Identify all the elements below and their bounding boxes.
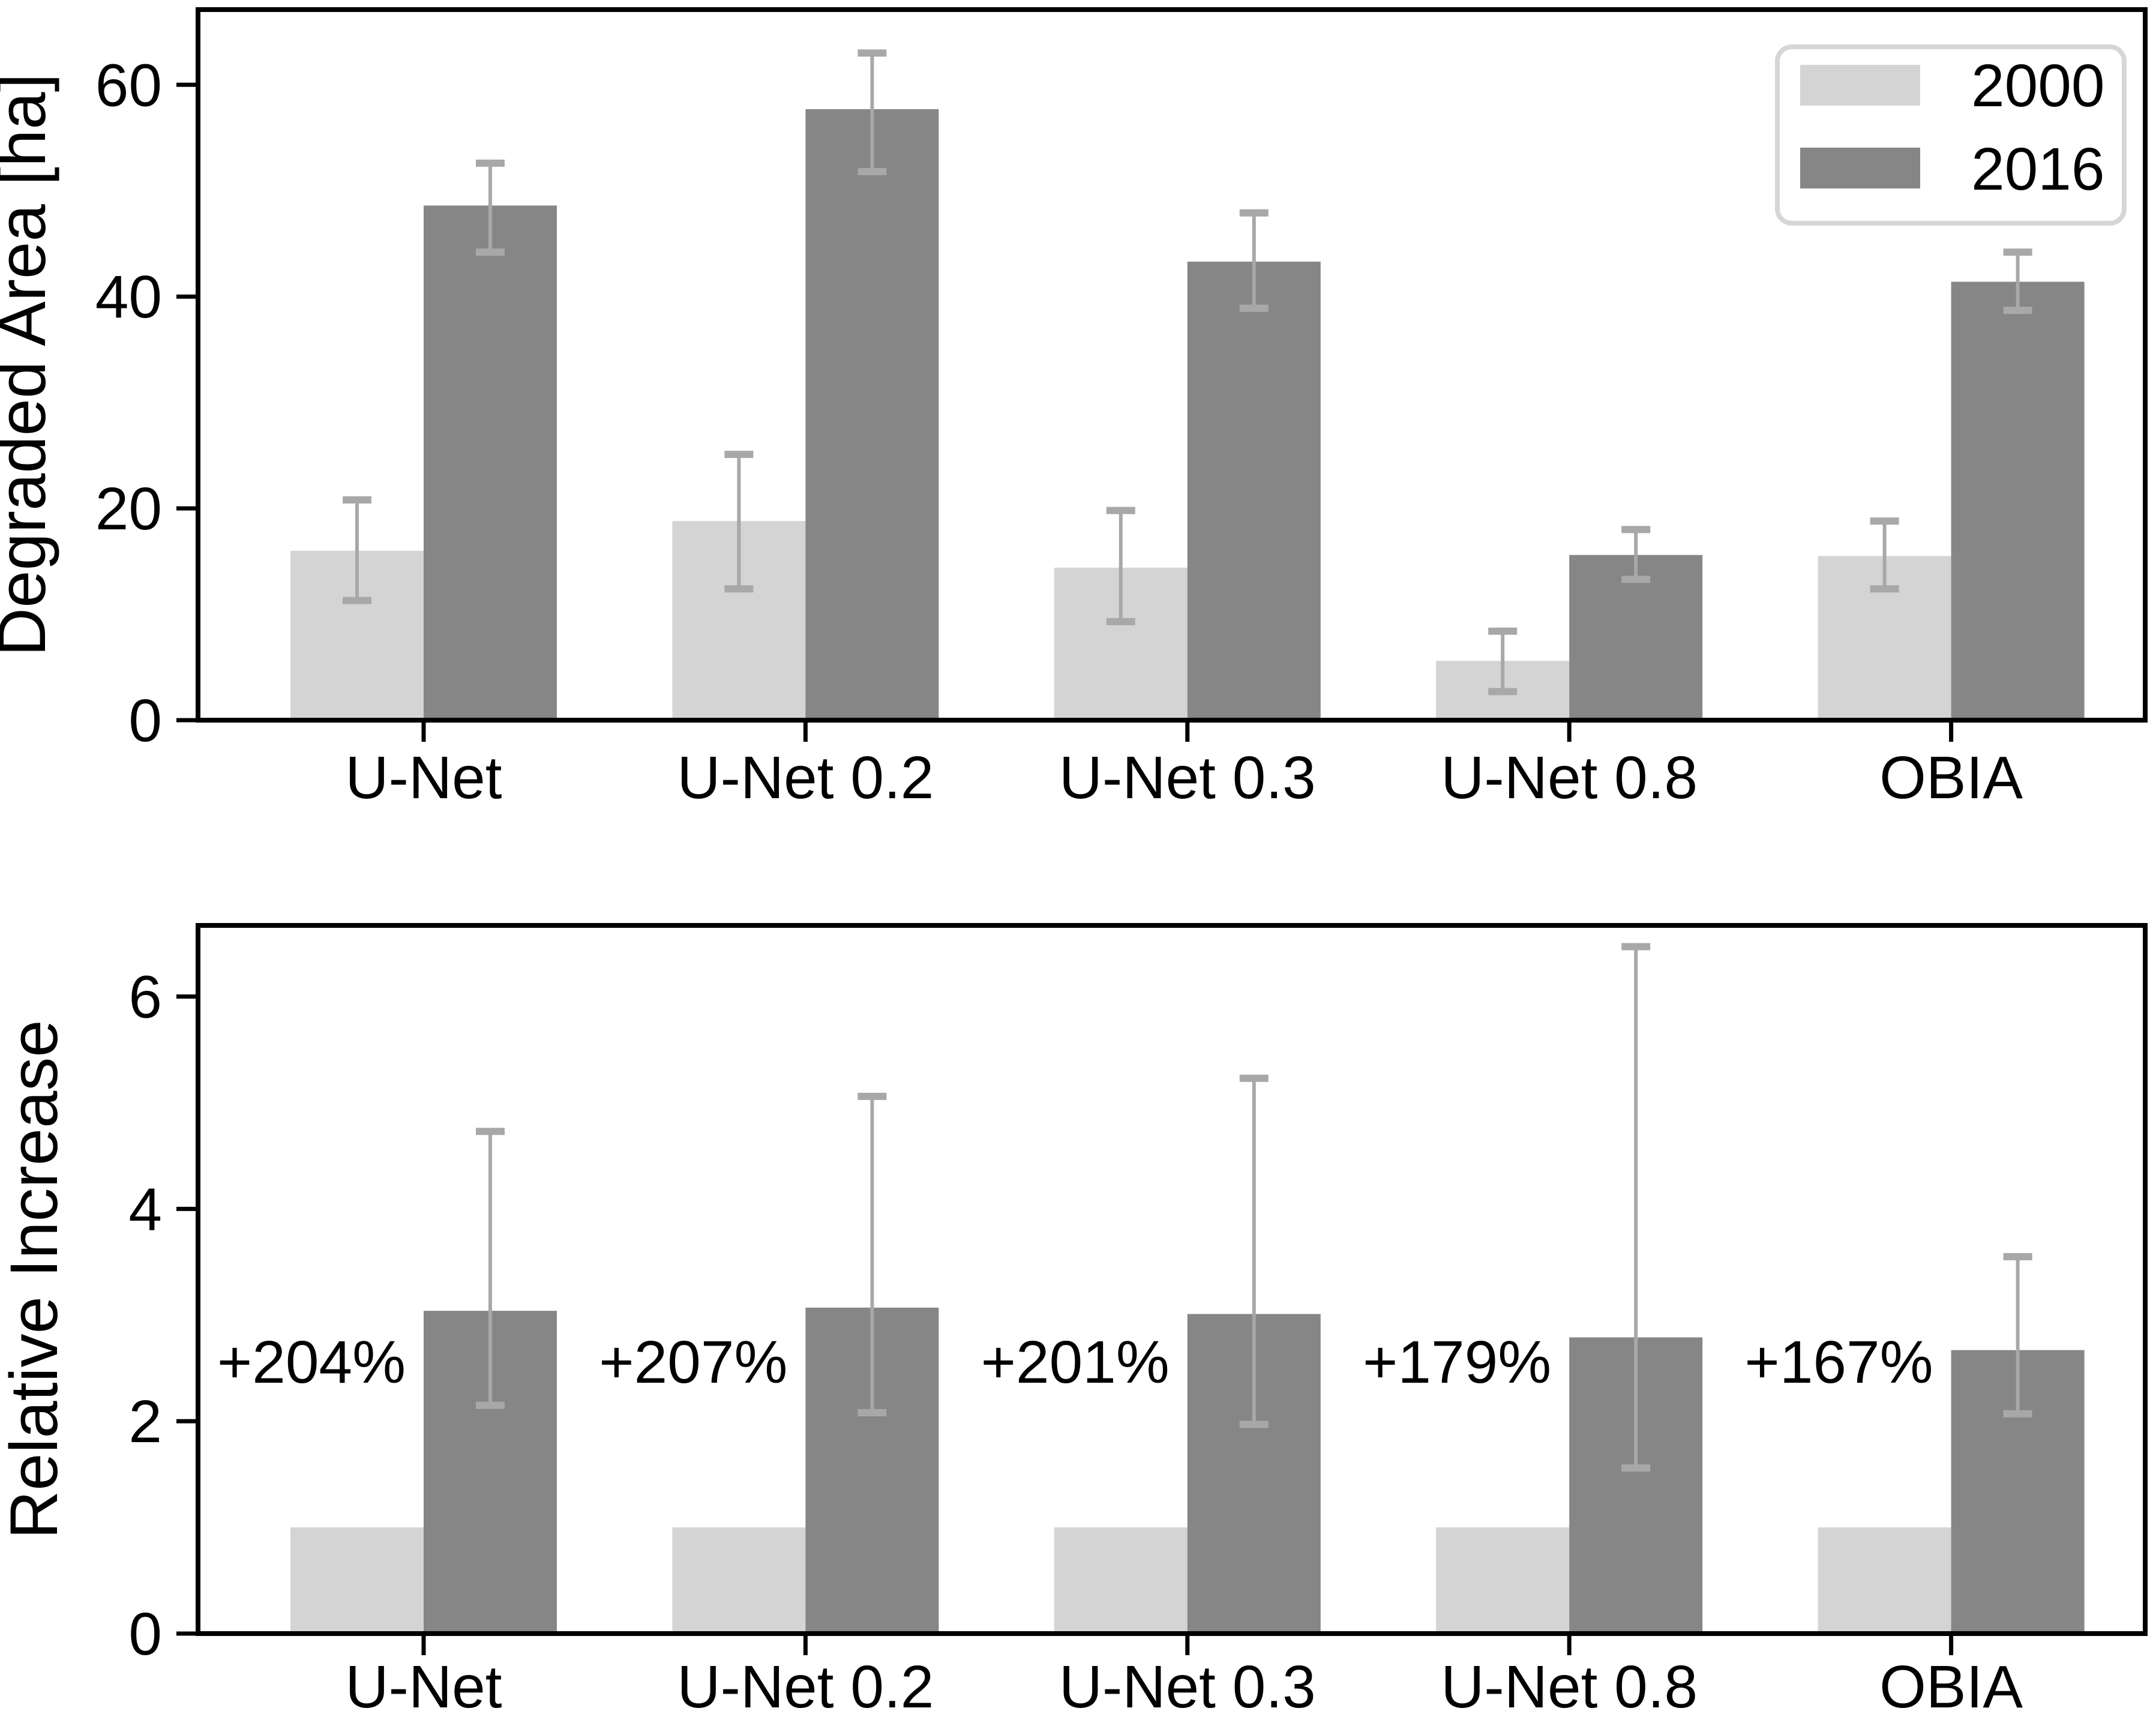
error-bar-2016-U-Net 0.8 <box>1621 526 1651 583</box>
error-bar-2016-OBIA <box>2003 1252 2032 1418</box>
bar-2000-U-Net 0.3 <box>1054 1527 1188 1634</box>
error-bar-2016-U-Net 0.3 <box>1239 1074 1269 1428</box>
axes-box <box>196 7 2148 723</box>
y-tick-label: 0 <box>128 1601 162 1668</box>
y-tick-label: 40 <box>95 263 162 331</box>
legend-label-2016: 2016 <box>1971 136 2104 203</box>
y-tick-label: 2 <box>128 1388 162 1455</box>
axes-box <box>196 923 2148 1636</box>
bar-2000-OBIA <box>1818 1527 1951 1634</box>
bar-2000-U-Net <box>290 1527 424 1634</box>
x-tick-label-U-Net 0.2: U-Net 0.2 <box>677 1653 934 1720</box>
y-axis-label: Relative Increase <box>0 1020 71 1539</box>
y-tick-label: 20 <box>95 475 162 543</box>
x-tick-label-U-Net 0.3: U-Net 0.3 <box>1059 744 1316 811</box>
plot-degraded-area: 0 20 40 60 U-Net U-Net 0.2 U-Net 0.3 U-Net 0.8 O… <box>0 7 2148 811</box>
error-bar-2000-U-Net 0.3 <box>1106 507 1135 625</box>
error-bar-2000-OBIA <box>1870 517 1899 593</box>
error-bar-2016-U-Net 0.3 <box>1239 209 1269 312</box>
plot-relative-increase: 0 2 4 6 U-Net U-Net 0.2 U-Net 0.3 U-Net 0.8 OBIA… <box>0 923 2148 1721</box>
error-bar-2016-U-Net 0.2 <box>857 1092 887 1417</box>
y-tick-label: 0 <box>128 687 162 754</box>
x-tick-label-U-Net 0.8: U-Net 0.8 <box>1441 1653 1698 1720</box>
error-bar-2016-OBIA <box>2003 248 2032 314</box>
bar-2000-U-Net 0.8 <box>1436 1527 1570 1634</box>
x-tick-label-U-Net 0.3: U-Net 0.3 <box>1059 1653 1316 1720</box>
legend: 2000 2016 <box>1775 44 2127 226</box>
y-axis-label: Degraded Area [ha] <box>0 73 59 656</box>
bar-2016-OBIA <box>1951 281 2085 720</box>
bar-2000-U-Net 0.2 <box>672 1527 806 1634</box>
annotation-U-Net 0.8: +179% <box>1363 1329 1551 1396</box>
x-tick-label-OBIA: OBIA <box>1879 1653 2023 1720</box>
x-tick-label-U-Net 0.8: U-Net 0.8 <box>1441 744 1698 811</box>
bar-2016-U-Net 0.2 <box>805 109 939 721</box>
annotation-U-Net 0.2: +207% <box>599 1329 787 1396</box>
legend-swatch-2016 <box>1800 148 1920 188</box>
annotation-OBIA: +167% <box>1744 1329 1933 1396</box>
error-bar-2016-U-Net <box>476 159 505 256</box>
y-tick-label: 6 <box>128 964 162 1031</box>
error-bar-2016-U-Net 0.8 <box>1621 943 1651 1472</box>
y-tick-label: 60 <box>95 52 162 119</box>
annotation-U-Net 0.3: +201% <box>981 1329 1170 1396</box>
error-bar-2016-U-Net 0.2 <box>857 49 887 175</box>
error-bar-2000-U-Net 0.2 <box>724 451 754 593</box>
x-tick-label-OBIA: OBIA <box>1879 744 2023 811</box>
error-bar-2000-U-Net <box>343 496 371 604</box>
y-tick-label: 4 <box>128 1176 162 1243</box>
x-tick-label-U-Net 0.2: U-Net 0.2 <box>677 744 934 811</box>
bar-2016-U-Net <box>424 205 557 721</box>
annotation-U-Net: +204% <box>217 1329 406 1396</box>
legend-label-2000: 2000 <box>1971 52 2104 119</box>
x-tick-label-U-Net: U-Net <box>345 1653 502 1720</box>
bar-2016-U-Net 0.3 <box>1187 261 1321 721</box>
x-tick-label-U-Net: U-Net <box>345 744 502 811</box>
legend-swatch-2000 <box>1800 65 1920 106</box>
error-bar-2016-U-Net <box>476 1128 505 1409</box>
error-bar-2000-U-Net 0.8 <box>1488 627 1518 696</box>
